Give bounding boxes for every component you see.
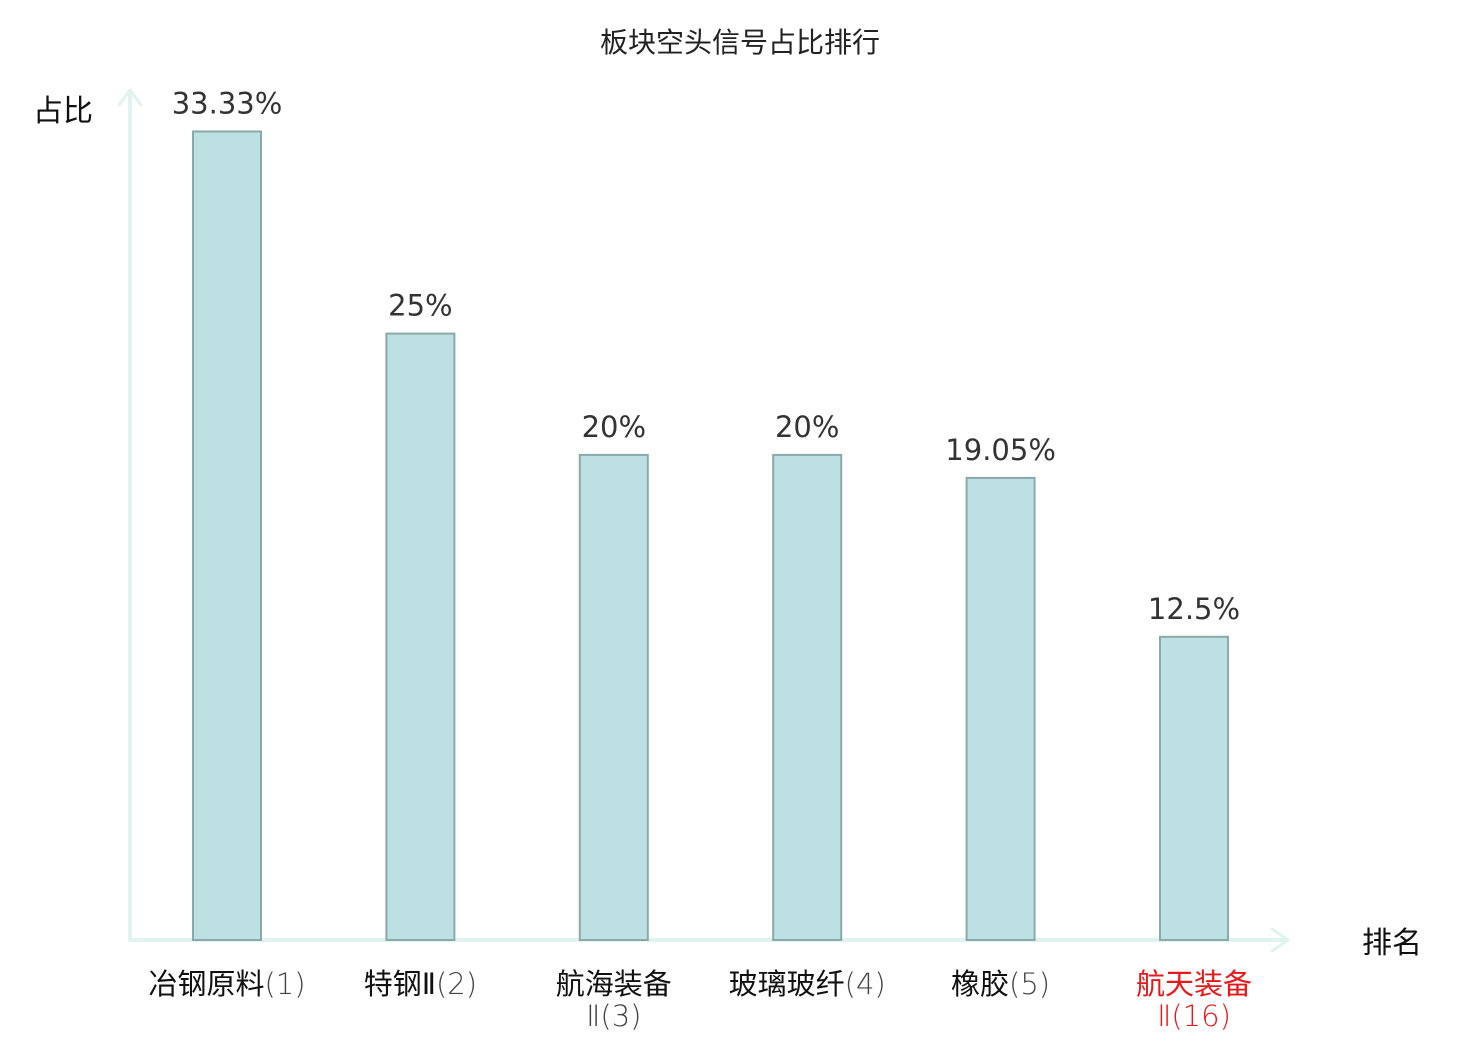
category-name: 航天装备 [1136, 967, 1252, 1001]
y-axis-arrow-icon [117, 88, 143, 107]
category-label-6: 航天装备 Ⅱ(16) [1136, 967, 1252, 1033]
value-label-1: 33.33% [172, 87, 283, 121]
category-rank: (5) [1009, 967, 1050, 1001]
value-label-5: 19.05% [945, 433, 1056, 467]
category-rank: (1) [264, 967, 305, 1001]
value-label-6: 12.5% [1148, 592, 1240, 626]
bar-6 [1159, 635, 1229, 941]
category-rank: Ⅱ(16) [1157, 999, 1231, 1033]
x-axis-arrow-icon [1270, 927, 1290, 953]
category-name: 航海装备 [556, 967, 672, 1001]
category-label-3: 航海装备 Ⅱ(3) [556, 967, 672, 1033]
category-label-1: 冶钢原料(1) [148, 967, 305, 1001]
y-axis-title: 占比 [33, 94, 93, 129]
value-label-group: 33.33% 25% 20% 20% 19.05% 12.5% [172, 87, 1240, 626]
category-name: 玻璃玻纤 [729, 967, 845, 1001]
bar-1 [192, 130, 262, 941]
bar-5 [965, 476, 1036, 941]
value-label-2: 25% [388, 289, 452, 323]
category-rank: (2) [436, 967, 477, 1001]
chart-title: 板块空头信号占比排行 [600, 26, 880, 59]
category-label-4: 玻璃玻纤(4) [729, 967, 886, 1001]
value-label-3: 20% [582, 410, 646, 444]
x-axis-title: 排名 [1362, 926, 1422, 961]
value-label-4: 20% [775, 410, 839, 444]
bar-group [192, 130, 1229, 942]
category-name: 冶钢原料 [148, 967, 264, 1001]
category-name: 橡胶 [951, 967, 1009, 1001]
category-name: 特钢Ⅱ [364, 967, 436, 1001]
bar-4 [772, 453, 843, 941]
bar-2 [385, 332, 456, 942]
category-label-2: 特钢Ⅱ(2) [364, 967, 477, 1001]
category-rank: Ⅱ(3) [586, 999, 641, 1033]
bar-3 [578, 453, 649, 941]
category-label-group: 冶钢原料(1) 特钢Ⅱ(2) 航海装备 Ⅱ(3) 玻璃玻纤(4) 橡胶(5) 航天装备 Ⅱ(1… [148, 967, 1252, 1033]
category-rank: (4) [845, 967, 886, 1001]
category-label-5: 橡胶(5) [951, 967, 1050, 1001]
